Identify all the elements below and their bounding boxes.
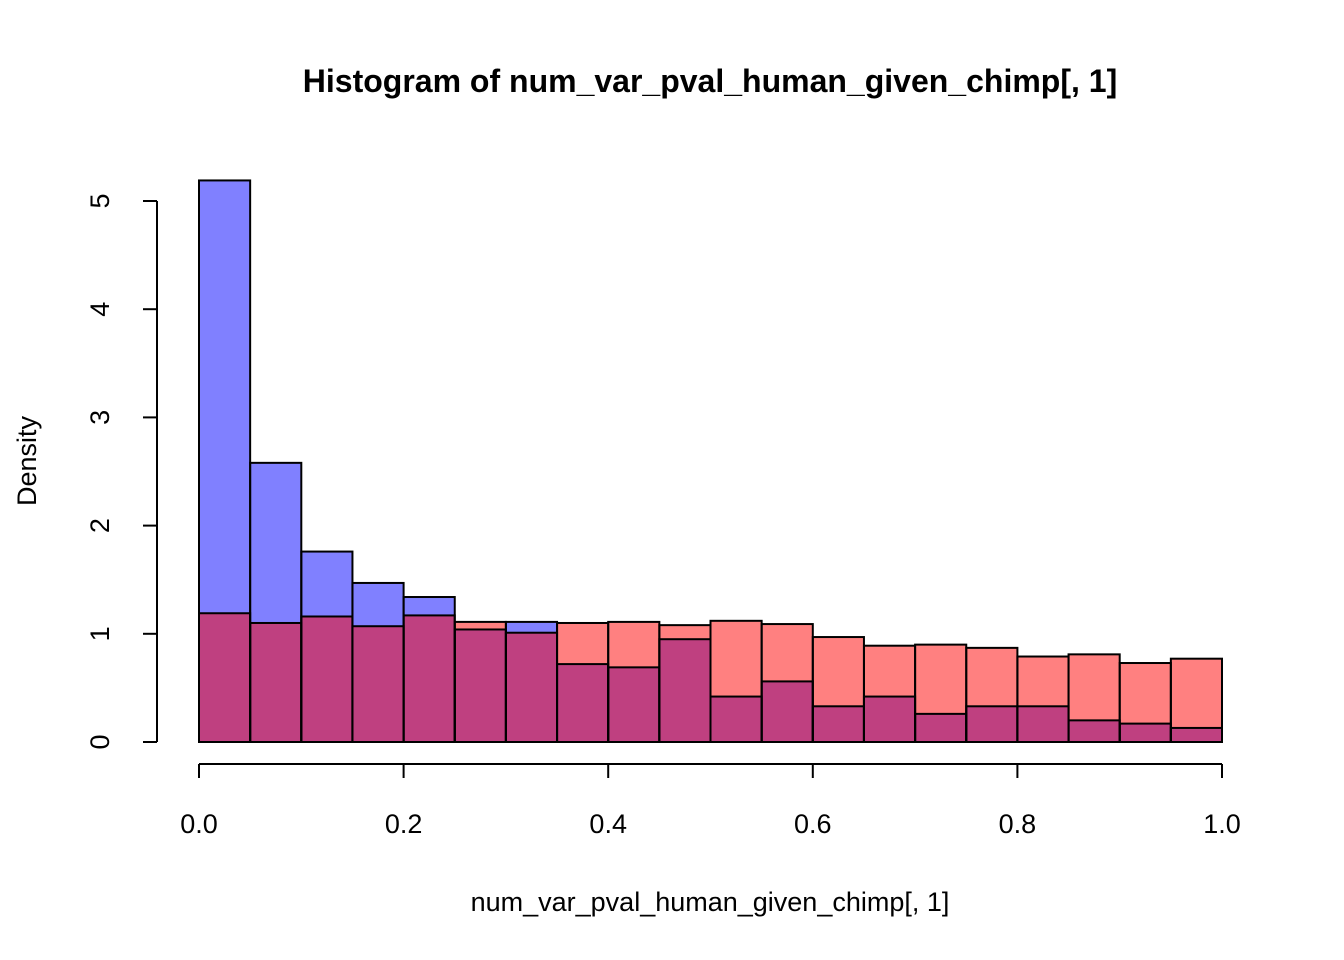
histogram-bar-upper (608, 621, 660, 668)
histogram-bar-overlap (557, 664, 609, 742)
x-tick-label: 0.6 (794, 809, 832, 839)
histogram-bar-overlap (812, 706, 864, 742)
histogram-bar-upper (403, 597, 455, 616)
histogram-bar-overlap (608, 667, 660, 742)
histogram-bar-upper (915, 644, 967, 714)
histogram-bar-upper (1170, 658, 1222, 728)
x-tick-label: 0.2 (385, 809, 423, 839)
histogram-bar-upper (557, 622, 609, 665)
x-tick-label: 0.8 (999, 809, 1037, 839)
chart-title: Histogram of num_var_pval_human_given_ch… (303, 63, 1117, 99)
histogram-bar-overlap (250, 622, 302, 742)
x-tick-label: 0.0 (180, 809, 218, 839)
histogram-bar-overlap (352, 626, 404, 742)
histogram-bar-overlap (659, 639, 711, 742)
x-axis: 0.0 0.2 0.4 0.6 0.8 1.0 (180, 763, 1241, 839)
histogram-bar-upper (863, 645, 916, 697)
histogram-bar-overlap (454, 629, 506, 742)
histogram-bar-upper (966, 647, 1018, 707)
bars-layer (198, 179, 1223, 744)
histogram-bar-upper (199, 180, 251, 614)
x-tick-label: 0.4 (589, 809, 627, 839)
histogram-bar-upper (812, 637, 864, 707)
y-tick-label: 4 (85, 302, 115, 317)
y-tick-label: 1 (85, 626, 115, 641)
histogram-bar-upper (1119, 663, 1171, 724)
histogram-bar-overlap (505, 632, 558, 742)
histogram-bar-overlap (1170, 727, 1222, 742)
x-axis-label: num_var_pval_human_given_chimp[, 1] (471, 887, 950, 917)
histogram-bar-overlap (915, 713, 967, 742)
histogram-bar-overlap (403, 615, 455, 742)
histogram-bar-upper (352, 582, 404, 627)
histogram-bar-upper (454, 621, 506, 630)
histogram-bar-upper (250, 462, 302, 623)
histogram-bar-overlap (1017, 706, 1069, 742)
histogram-bar-upper (710, 620, 762, 697)
histogram-bar-upper (1017, 656, 1069, 707)
histogram-bar-overlap (199, 613, 251, 742)
histogram-bar-overlap (301, 616, 353, 742)
histogram-bar-overlap (710, 696, 762, 742)
histogram-bar-upper (761, 624, 813, 682)
histogram-bar-upper (301, 551, 353, 617)
y-tick-label: 0 (85, 734, 115, 749)
y-tick-label: 2 (85, 518, 115, 533)
histogram-bar-overlap (863, 696, 916, 742)
y-tick-label: 5 (85, 193, 115, 208)
histogram-bar-overlap (1068, 720, 1120, 742)
y-tick-label: 3 (85, 410, 115, 425)
histogram-bar-overlap (761, 681, 813, 742)
histogram-bar-upper (1068, 654, 1120, 721)
y-axis-label: Density (12, 415, 42, 506)
y-axis: 0 1 2 3 4 5 (85, 193, 158, 750)
histogram-bar-upper (505, 621, 558, 633)
histogram-bar-upper (659, 625, 711, 640)
histogram-bar-overlap (966, 706, 1018, 742)
histogram-bar-overlap (1119, 723, 1171, 742)
red-series-bar (1169, 657, 1223, 743)
x-tick-label: 1.0 (1203, 809, 1241, 839)
